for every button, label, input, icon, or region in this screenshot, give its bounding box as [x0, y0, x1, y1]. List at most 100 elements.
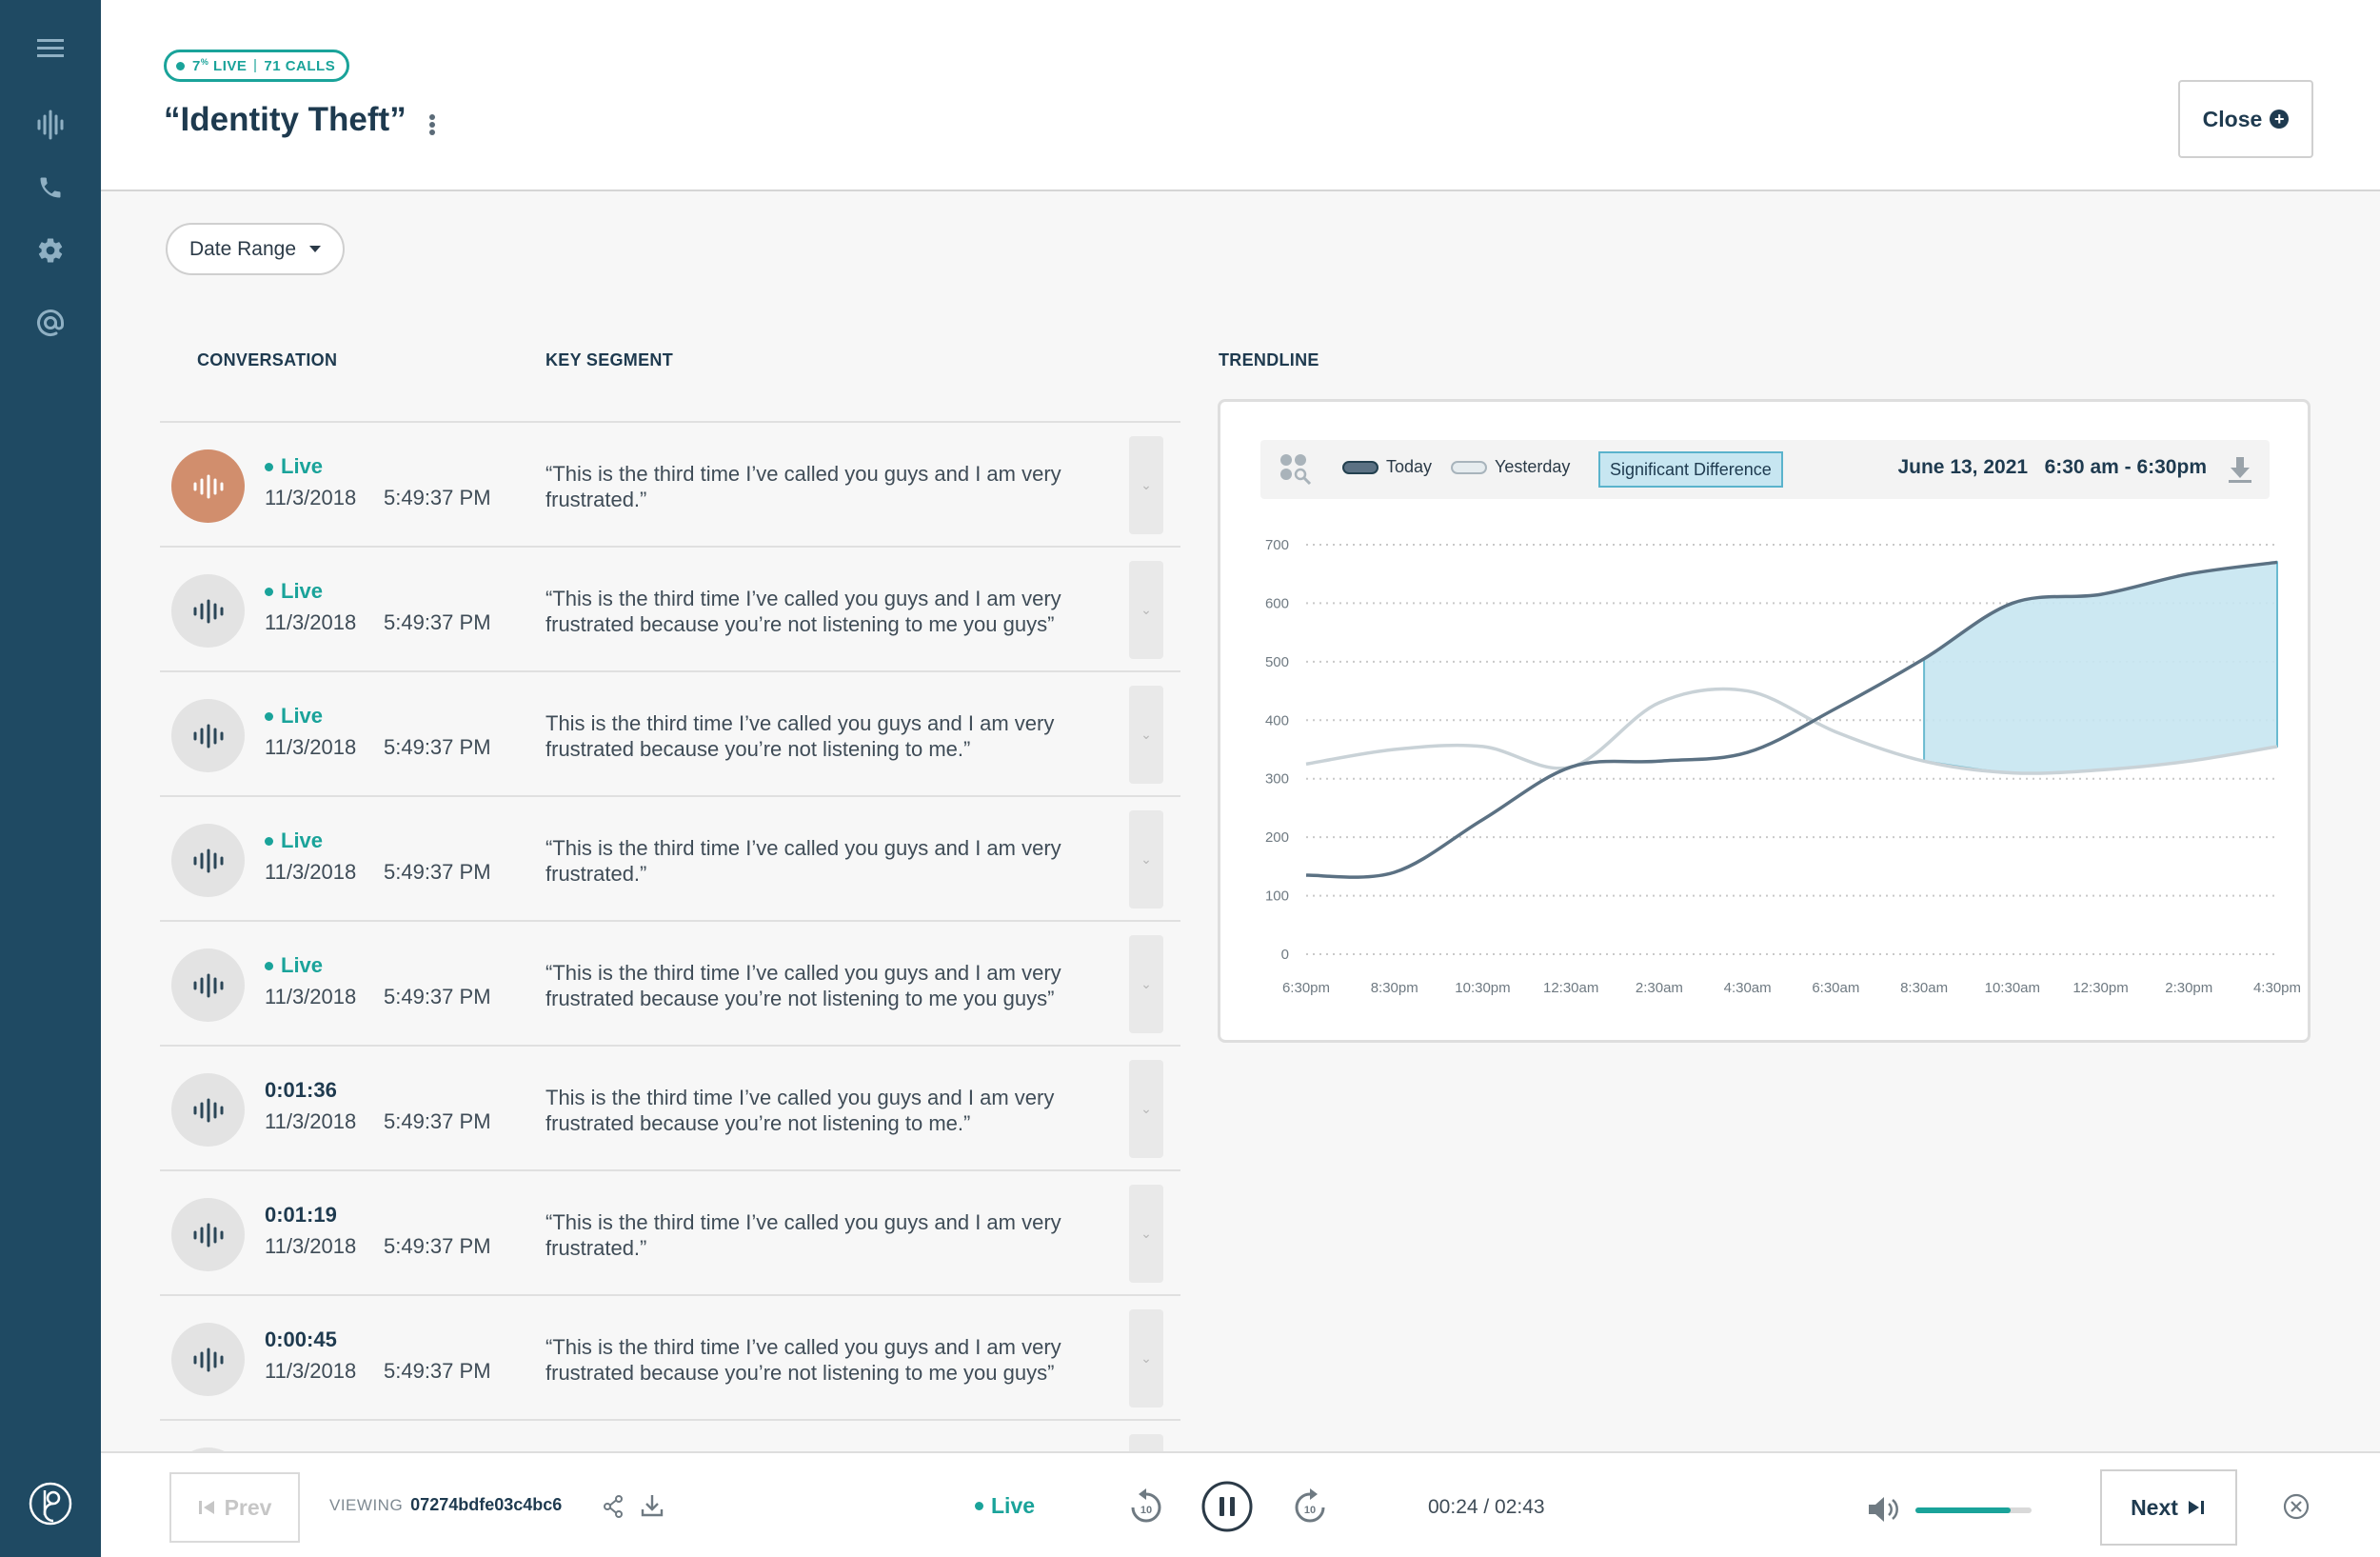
- conversation-list: Live 11/3/2018 5:49:37 PM “This is the thir…: [160, 421, 1180, 1451]
- expand-row-button[interactable]: ⌄: [1129, 1309, 1163, 1407]
- volume-icon[interactable]: [1867, 1495, 1899, 1528]
- more-options-icon[interactable]: [423, 110, 442, 139]
- expand-row-button[interactable]: ⌄: [1129, 686, 1163, 784]
- key-segment-text: This is the third time I’ve called you g…: [545, 1086, 1055, 1135]
- play-waveform-icon[interactable]: [171, 574, 245, 648]
- phone-icon[interactable]: [0, 171, 101, 204]
- conversation-row-partial[interactable]: [160, 1419, 1180, 1451]
- expand-row-button[interactable]: ⌄: [1129, 561, 1163, 659]
- legend-yesterday[interactable]: Yesterday: [1451, 457, 1570, 477]
- live-calls-badge: 7% LIVE 71 CALLS: [164, 50, 350, 82]
- live-dot-icon: [265, 587, 273, 596]
- column-header-conversation: CONVERSATION: [197, 350, 338, 369]
- status-label: Live: [281, 454, 324, 478]
- close-button[interactable]: Close +: [2178, 80, 2313, 158]
- conversation-row[interactable]: Live 11/3/2018 5:49:37 PM “This is the thir…: [160, 920, 1180, 1045]
- conversation-row[interactable]: Live 11/3/2018 5:49:37 PM “This is the thir…: [160, 421, 1180, 546]
- close-circle-icon[interactable]: [2283, 1493, 2310, 1525]
- volume-level: [1915, 1507, 2012, 1513]
- expand-row-button[interactable]: ⌄: [1129, 436, 1163, 534]
- series-line-today: [1305, 560, 2278, 879]
- forward-10-icon[interactable]: 10: [1290, 1487, 1330, 1532]
- download-icon[interactable]: [641, 1493, 664, 1523]
- legend-significant-difference[interactable]: Significant Difference: [1598, 451, 1783, 488]
- play-waveform-icon[interactable]: [171, 449, 245, 523]
- badge-live-count: 7% LIVE: [192, 57, 247, 74]
- player-live-label: Live: [991, 1493, 1036, 1518]
- expand-row-button[interactable]: ⌄: [1129, 935, 1163, 1033]
- next-button[interactable]: Next: [2100, 1469, 2237, 1546]
- rewind-10-icon[interactable]: 10: [1126, 1487, 1166, 1532]
- conversation-timestamp: 11/3/2018 5:49:37 PM: [265, 610, 491, 635]
- legend-yesterday-swatch: [1451, 460, 1487, 474]
- conversation-time: 5:49:37 PM: [384, 985, 491, 1008]
- legend-today[interactable]: Today: [1342, 457, 1432, 477]
- expand-row-button[interactable]: [1129, 1434, 1163, 1451]
- conversation-date: 11/3/2018: [265, 1234, 357, 1258]
- status-label: Live: [281, 828, 324, 852]
- svg-text:10: 10: [1140, 1505, 1152, 1516]
- play-waveform-icon[interactable]: [171, 1073, 245, 1147]
- badge-live-label: LIVE: [213, 58, 248, 74]
- conversation-row[interactable]: 0:00:45 11/3/2018 5:49:37 PM “This is the t…: [160, 1294, 1180, 1419]
- pause-button[interactable]: [1200, 1480, 1254, 1538]
- page-header: 7% LIVE 71 CALLS “Identity Theft” Close …: [101, 0, 2380, 191]
- conversation-status: Live: [265, 953, 323, 978]
- conversation-row[interactable]: 0:01:19 11/3/2018 5:49:37 PM “This is the t…: [160, 1169, 1180, 1294]
- key-segment-text: “This is the third time I’ve called you …: [545, 587, 1061, 636]
- conversation-status: 0:01:36: [265, 1078, 337, 1103]
- y-tick-label: 700: [1265, 537, 1289, 553]
- viewing-label: VIEWING: [329, 1496, 404, 1514]
- play-waveform-icon[interactable]: [171, 1198, 245, 1271]
- conversation-status: Live: [265, 828, 323, 853]
- conversation-time: 5:49:37 PM: [384, 1234, 491, 1258]
- play-waveform-icon[interactable]: [171, 948, 245, 1022]
- play-waveform-icon[interactable]: [171, 699, 245, 772]
- key-segment-text: “This is the third time I’ve called you …: [545, 961, 1061, 1010]
- chevron-down-icon: ⌄: [1140, 602, 1152, 617]
- conversation-row[interactable]: Live 11/3/2018 5:49:37 PM “This is the thir…: [160, 546, 1180, 670]
- y-tick-label: 500: [1265, 654, 1289, 670]
- conversation-time: 5:49:37 PM: [384, 1109, 491, 1133]
- live-dot-icon: [265, 711, 273, 721]
- app-logo-icon[interactable]: [0, 1480, 101, 1527]
- conversation-row[interactable]: Live 11/3/2018 5:49:37 PM “This is the thir…: [160, 795, 1180, 920]
- menu-icon[interactable]: [0, 34, 101, 63]
- prev-button[interactable]: Prev: [169, 1472, 300, 1543]
- share-icon[interactable]: [603, 1495, 624, 1523]
- download-icon[interactable]: [2228, 455, 2252, 489]
- badge-live-number: 7: [192, 58, 201, 74]
- conversation-date: 11/3/2018: [265, 610, 357, 634]
- column-header-trendline: TRENDLINE: [1219, 350, 1319, 369]
- mention-icon[interactable]: [0, 307, 101, 339]
- date-range-label: Date Range: [188, 237, 297, 260]
- conversation-date: 11/3/2018: [265, 985, 357, 1008]
- conversation-row[interactable]: Live 11/3/2018 5:49:37 PM This is the third…: [160, 670, 1180, 795]
- live-dot-icon: [265, 836, 273, 846]
- volume-slider[interactable]: [1915, 1507, 2032, 1513]
- date-range-dropdown[interactable]: Date Range: [166, 223, 345, 275]
- x-tick-label: 10:30pm: [1455, 980, 1510, 996]
- x-tick-label: 12:30am: [1543, 980, 1598, 996]
- conversation-timestamp: 11/3/2018 5:49:37 PM: [265, 985, 491, 1009]
- expand-row-button[interactable]: ⌄: [1129, 810, 1163, 908]
- y-tick-label: 600: [1265, 595, 1289, 611]
- player-live-indicator: Live: [975, 1493, 1035, 1519]
- zoom-search-icon[interactable]: [1279, 453, 1312, 490]
- expand-row-button[interactable]: ⌄: [1129, 1060, 1163, 1158]
- play-waveform-icon[interactable]: [171, 1323, 245, 1396]
- column-header-key-segment: KEY SEGMENT: [545, 350, 673, 369]
- key-segment-text: “This is the third time I’ve called you …: [545, 1335, 1061, 1385]
- play-waveform-icon[interactable]: [171, 1447, 245, 1451]
- chart-legend-bar: Today Yesterday Significant Difference J…: [1260, 440, 2270, 499]
- status-label: 0:00:45: [265, 1327, 337, 1351]
- conversation-row[interactable]: 0:01:36 11/3/2018 5:49:37 PM This is the th…: [160, 1045, 1180, 1169]
- play-waveform-icon[interactable]: [171, 824, 245, 897]
- x-tick-label: 12:30pm: [2073, 980, 2128, 996]
- conversation-time: 5:49:37 PM: [384, 735, 491, 759]
- status-label: Live: [281, 704, 324, 728]
- gear-icon[interactable]: [0, 234, 101, 267]
- conversation-timestamp: 11/3/2018 5:49:37 PM: [265, 1359, 491, 1384]
- expand-row-button[interactable]: ⌄: [1129, 1185, 1163, 1283]
- waveform-icon[interactable]: [0, 109, 101, 141]
